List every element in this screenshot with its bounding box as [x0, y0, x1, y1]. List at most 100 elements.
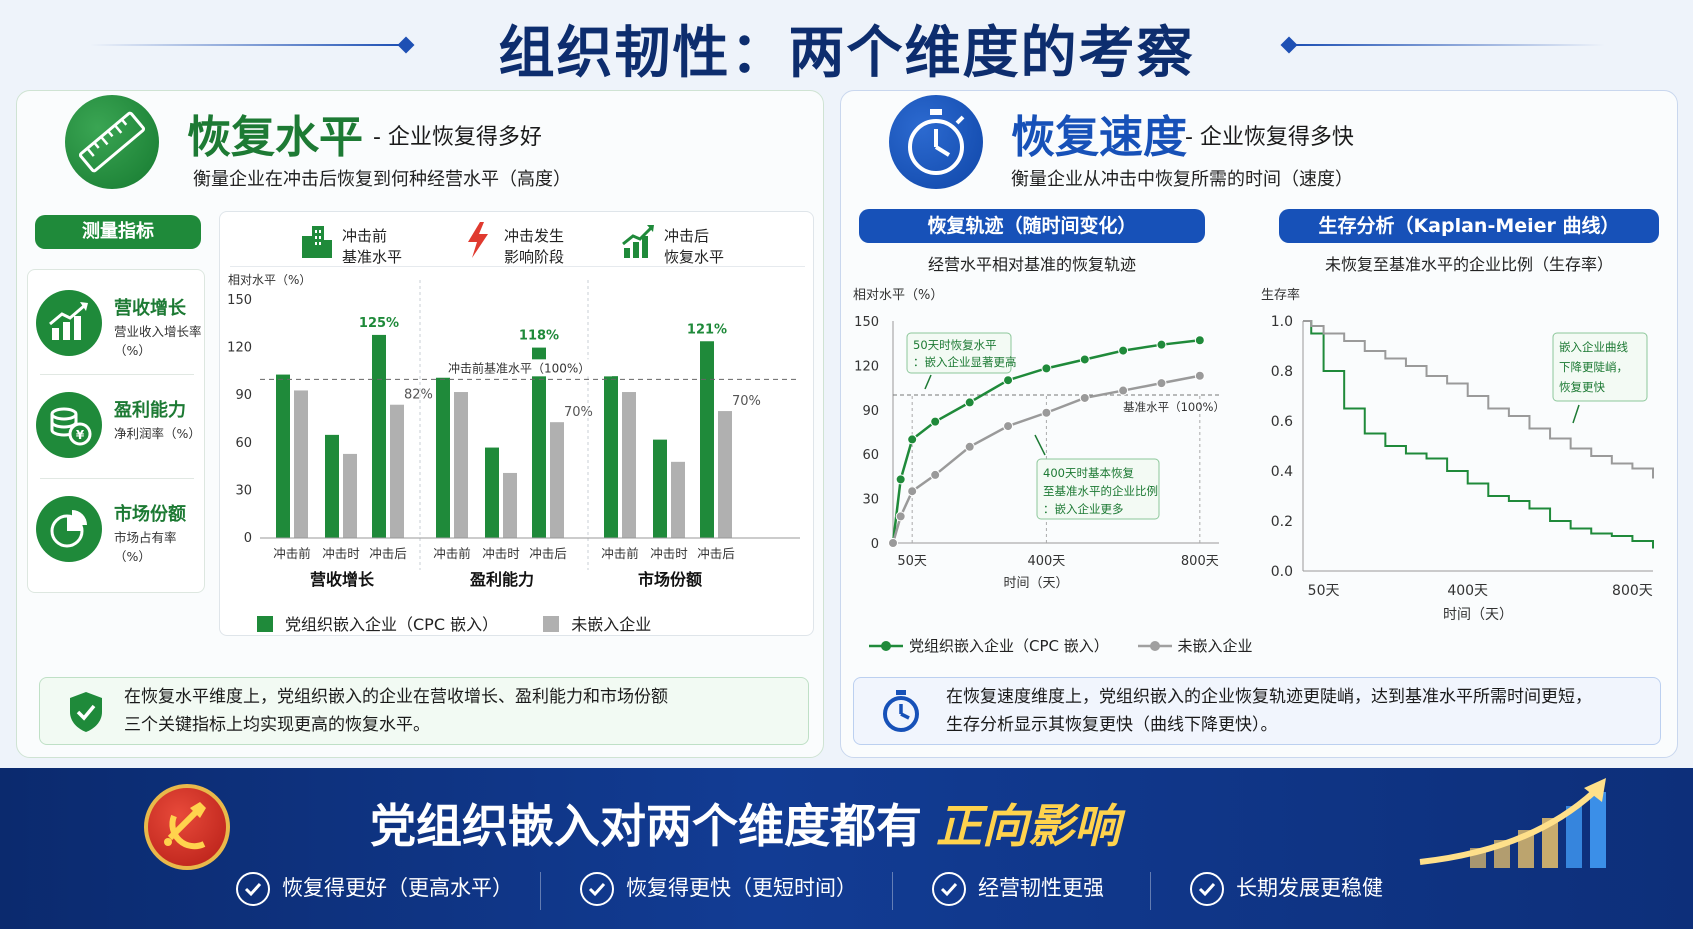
km-curve-non: [1303, 320, 1654, 479]
y-tick-label: 1.0: [1271, 314, 1293, 330]
annotation-text: 400天时基本恢复: [1043, 466, 1134, 480]
group-label: 盈利能力: [469, 570, 534, 589]
bar-cpc: [653, 439, 667, 538]
conclusion-banner: 党组织嵌入对两个维度都有 正向影响 恢复得更好（更高水平） 恢复得更快（更短时间）…: [0, 768, 1693, 929]
stopwatch-icon: [889, 95, 983, 189]
baseline-label-bg: [446, 359, 612, 377]
growth-arrow-icon: [1419, 778, 1606, 868]
bar-non: [718, 411, 732, 538]
svg-text:¥: ¥: [76, 428, 85, 442]
survival-subtitle: 未恢复至基准水平的企业比例（生存率）: [1324, 255, 1613, 274]
x-tick-label: 冲击前: [601, 546, 639, 561]
x-tick-label: 800天: [1181, 554, 1219, 569]
y-tick-label: 60: [862, 448, 879, 463]
banner-highlight: 正向影响: [936, 799, 1120, 853]
legend-non: 未嵌入企业: [1177, 637, 1253, 655]
note-text: 在恢复速度维度上，党组织嵌入的企业恢复轨迹更陡峭，达到基准水平所需时间更短， 生存…: [946, 687, 1592, 735]
phase-divider: [230, 266, 805, 267]
market-pie-icon: [36, 496, 102, 562]
survival-tag: 生存分析（Kaplan-Meier 曲线）: [1279, 209, 1659, 243]
y-tick-label: 120: [854, 359, 879, 374]
bar-non: [454, 392, 468, 538]
trajectory-tag: 恢复轨迹（随时间变化）: [859, 209, 1205, 243]
y-tick-label: 0: [871, 537, 879, 552]
recovery-level-description: 衡量企业在冲击后恢复到何种经营水平（高度）: [193, 169, 571, 190]
data-point: [1118, 345, 1129, 356]
data-point: [907, 434, 918, 445]
bar-non: [622, 392, 636, 538]
banner-divider: [540, 872, 541, 910]
x-tick-label: 冲击后: [697, 546, 735, 561]
bar-non: [343, 453, 357, 538]
bar-cpc: [532, 347, 546, 538]
data-point: [1156, 339, 1167, 350]
x-tick-label: 冲击后: [529, 546, 567, 561]
phase-impact: 冲击发生 影响阶段: [460, 220, 564, 270]
y-axis-label: 相对水平（%）: [853, 288, 943, 303]
bar-cpc: [325, 434, 339, 538]
phase-after: 冲击后 恢复水平: [620, 220, 724, 270]
banner-title: 党组织嵌入对两个维度都有 正向影响: [370, 799, 1120, 853]
recovery-speed-note: 在恢复速度维度上，党组织嵌入的企业恢复轨迹更陡峭，达到基准水平所需时间更短， 生存…: [853, 677, 1661, 745]
y-tick-label: 0.0: [1271, 564, 1293, 580]
data-point: [1003, 421, 1014, 432]
data-point: [895, 474, 906, 485]
annotation-text: 下降更陡峭，: [1559, 360, 1628, 374]
annotation-text: 50天时恢复水平: [913, 338, 997, 352]
bar-cpc: [372, 334, 386, 538]
city-building-icon: [302, 226, 332, 258]
bar-non: [550, 422, 564, 538]
x-tick-label: 50天: [1308, 583, 1340, 599]
shield-check-icon: [70, 692, 102, 732]
metric-item-profit: ¥ 盈利能力 净利润率（%）: [28, 378, 206, 478]
data-point: [1079, 354, 1090, 365]
annotation-text: 恢复更快: [1559, 380, 1605, 394]
y-tick-label: 0.8: [1271, 364, 1293, 380]
title-deco-line-right: [1295, 44, 1605, 46]
data-point: [1079, 392, 1090, 403]
banner-item-better: 恢复得更好（更高水平）: [236, 872, 513, 912]
bar-cpc: [604, 376, 618, 538]
bar-legend: 党组织嵌入企业（CPC 嵌入） 未嵌入企业: [257, 611, 651, 635]
metric-item-market: 市场份额 市场占有率（%）: [28, 482, 206, 582]
metric-desc: 市场占有率（%）: [114, 530, 177, 564]
legend-swatch-non: [543, 616, 560, 632]
title-bar: 组织韧性：两个维度的考察: [0, 0, 1693, 92]
data-point: [1041, 407, 1052, 418]
x-tick-label: 冲击时: [482, 546, 520, 561]
annotation-arrow: [924, 374, 932, 390]
note-text: 在恢复水平维度上，党组织嵌入的企业在营收增长、盈利能力和市场份额 三个关键指标上均…: [124, 687, 668, 735]
annotation-text: ：嵌入企业显著更高: [913, 355, 1017, 369]
recovery-speed-subheading: - 企业恢复得多快: [1185, 125, 1354, 150]
data-point: [895, 511, 906, 522]
group-label: 市场份额: [638, 570, 702, 589]
lightning-icon: [468, 222, 488, 258]
phase-label: 冲击发生 影响阶段: [504, 227, 565, 266]
baseline-label: 冲击前基准水平（100%）: [448, 360, 590, 375]
banner-divider: [892, 872, 893, 910]
metric-title: 营收增长: [114, 298, 186, 319]
recovery-level-heading: 恢复水平: [187, 112, 363, 163]
x-tick-label: 冲击后: [369, 546, 407, 561]
recovery-speed-description: 衡量企业从冲击中恢复所需的时间（速度）: [1011, 169, 1353, 190]
annotation-text: ：嵌入企业更多: [1043, 502, 1124, 516]
banner-item-stronger: 经营韧性更强: [932, 872, 1104, 912]
ruler-icon: [65, 95, 159, 189]
legend-non: 未嵌入企业: [571, 615, 652, 634]
annotation-box-km: [1552, 332, 1648, 402]
y-tick-label: 90: [235, 388, 252, 403]
x-tick-label: 冲击时: [322, 546, 360, 561]
legend-line-cpc: [869, 641, 903, 651]
x-axis-label: 时间（天）: [1443, 607, 1513, 623]
check-circle-icon: [932, 872, 966, 906]
x-tick-label: 800天: [1612, 583, 1653, 599]
data-point: [1156, 378, 1167, 389]
bar-non: [503, 472, 517, 538]
phase-label: 冲击后 恢复水平: [664, 227, 725, 266]
recovery-speed-heading: 恢复速度: [1011, 112, 1187, 163]
x-tick-label: 400天: [1447, 583, 1488, 599]
check-circle-icon: [580, 872, 614, 906]
bar-cpc: [436, 377, 450, 538]
data-point: [964, 397, 975, 408]
